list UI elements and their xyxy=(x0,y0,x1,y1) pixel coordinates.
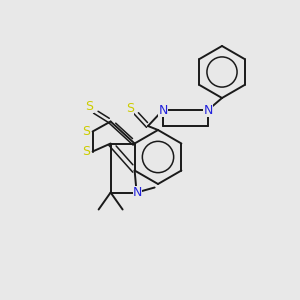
Text: S: S xyxy=(82,125,91,138)
Text: N: N xyxy=(158,103,168,116)
Text: S: S xyxy=(82,145,91,158)
Text: S: S xyxy=(126,101,134,115)
Text: N: N xyxy=(203,103,213,116)
Text: N: N xyxy=(133,186,142,199)
Text: S: S xyxy=(85,100,94,113)
